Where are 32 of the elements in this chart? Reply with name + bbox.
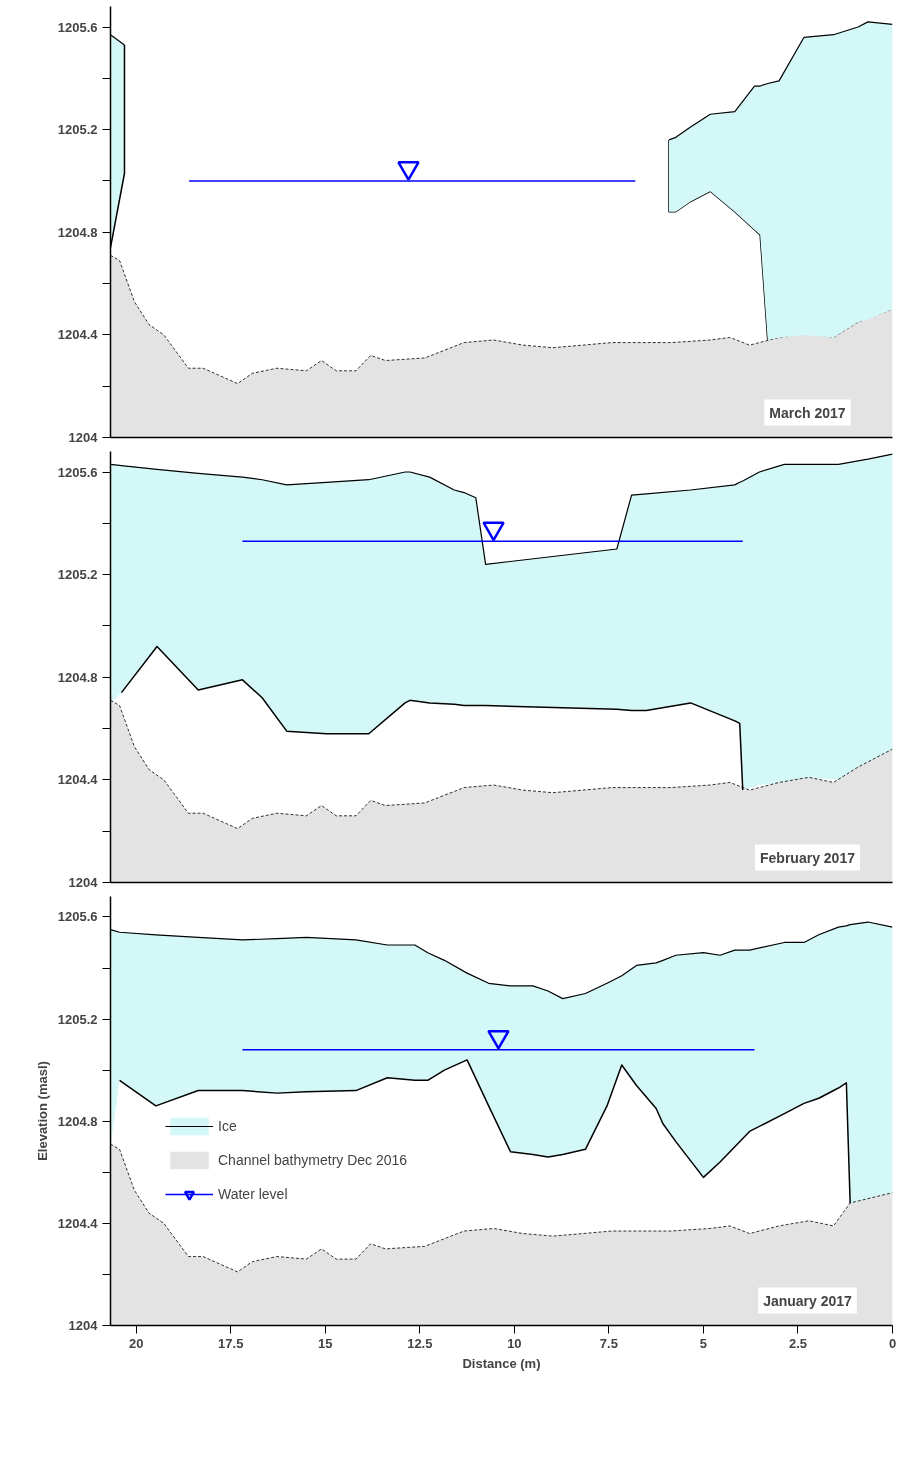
y-tick-label: 1204.8 <box>57 224 98 240</box>
legend-label: Channel bathymetry Dec 2016 <box>218 1152 408 1168</box>
y-tick-label: 1204.8 <box>57 1113 98 1129</box>
x-tick-label: 5 <box>699 1335 708 1351</box>
x-tick-label: 2.5 <box>788 1335 808 1351</box>
y-tick-label: 1205.2 <box>57 1011 98 1027</box>
y-tick-label: 1204 <box>68 875 99 890</box>
y-tick-label: 1204.8 <box>57 669 98 685</box>
y-tick-label: 1205.6 <box>57 464 98 480</box>
legend-label: Ice <box>218 1118 238 1134</box>
x-tick-label: 15 <box>318 1335 333 1351</box>
y-tick-label: 1204.4 <box>57 772 99 788</box>
x-axis-title: Distance (m) <box>462 1355 541 1371</box>
y-tick-label: 1205.6 <box>57 909 98 925</box>
annotation: March 2017 <box>769 404 846 421</box>
y-tick-label: 1204 <box>68 1318 99 1333</box>
x-tick-label: 17.5 <box>218 1335 244 1351</box>
y-tick-label: 1205.2 <box>57 122 98 138</box>
y-tick-label: 1204.4 <box>57 1215 99 1231</box>
annotation: January 2017 <box>763 1292 853 1309</box>
annotation: February 2017 <box>760 849 856 866</box>
y-tick-label: 1204 <box>68 430 99 445</box>
x-tick-label: 12.5 <box>407 1335 433 1351</box>
y-tick-label: 1204.4 <box>57 327 99 343</box>
x-tick-label: 10 <box>507 1335 522 1351</box>
x-tick-label: 20 <box>128 1335 144 1351</box>
y-tick-label: 1205.6 <box>57 19 98 35</box>
legend-label: Water level <box>218 1186 288 1202</box>
y-tick-label: 1205.2 <box>57 567 98 583</box>
x-tick-label: 7.5 <box>599 1335 618 1351</box>
x-tick-label: 0 <box>888 1335 897 1351</box>
y-axis-title: Elevation (masl) <box>34 1061 50 1161</box>
